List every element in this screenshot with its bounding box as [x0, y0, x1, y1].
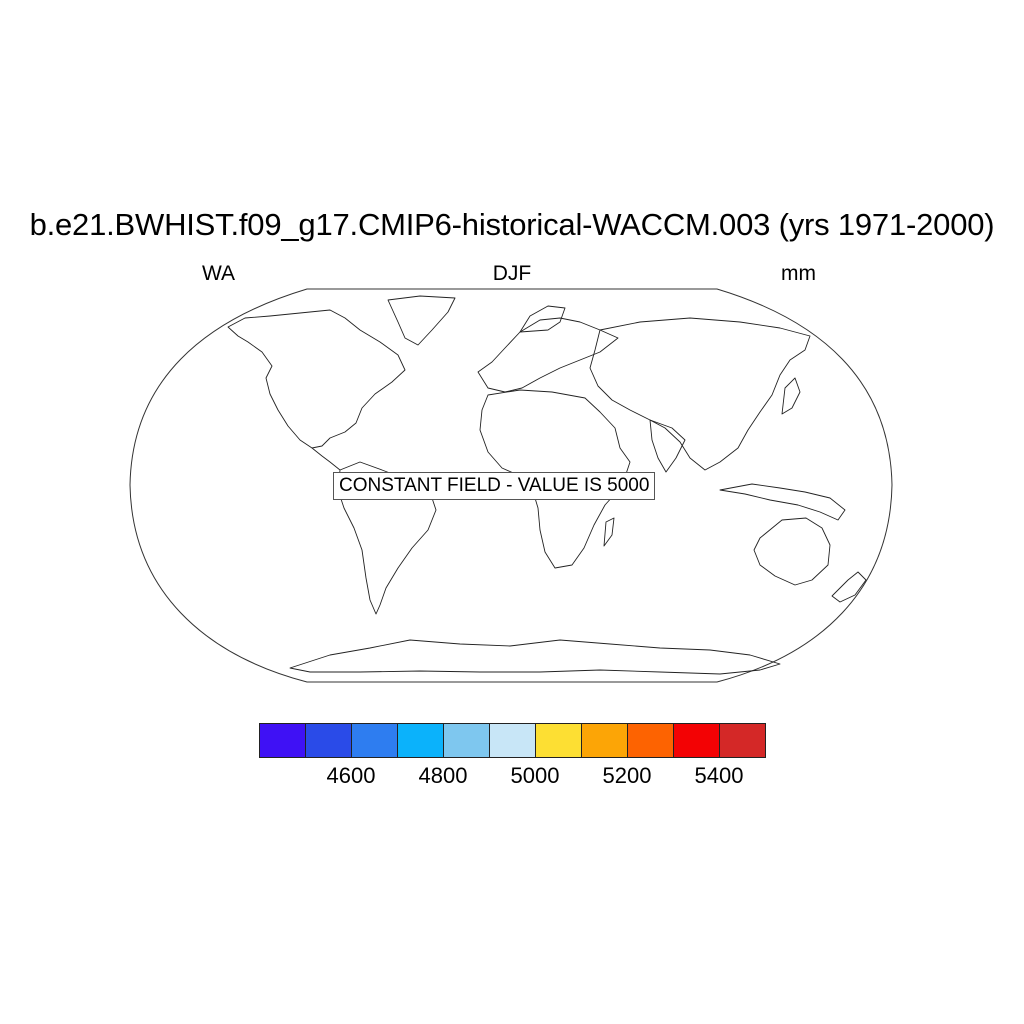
units-label: mm: [781, 262, 816, 285]
colorbar: [259, 723, 766, 758]
map-outline: [129, 288, 893, 683]
antarctica: [289, 639, 781, 675]
central-america: [311, 447, 341, 471]
colorbar-swatch: [444, 724, 490, 757]
constant-field-notice: CONSTANT FIELD - VALUE IS 5000: [333, 472, 656, 500]
scandinavia: [519, 305, 566, 333]
colorbar-tick-label: 5200: [602, 763, 652, 788]
india: [649, 419, 686, 473]
new-zealand: [831, 571, 867, 603]
colorbar-tick-label: 5400: [694, 763, 744, 788]
europe: [477, 317, 619, 393]
colorbar-swatch: [628, 724, 674, 757]
left-label: WA: [202, 262, 236, 285]
plot-title: b.e21.BWHIST.f09_g17.CMIP6-historical-WA…: [29, 207, 995, 242]
north-america: [227, 309, 406, 449]
colorbar-swatch: [674, 724, 720, 757]
colorbar-swatch: [398, 724, 444, 757]
indonesia: [719, 483, 846, 521]
japan: [781, 377, 801, 415]
colorbar-swatch: [582, 724, 628, 757]
madagascar: [603, 517, 615, 547]
colorbar-swatch: [352, 724, 398, 757]
asia: [589, 317, 811, 471]
colorbar-tick-label: 4600: [326, 763, 376, 788]
center-label: DJF: [492, 262, 532, 285]
africa: [479, 389, 631, 569]
colorbar-tick-label: 5000: [510, 763, 560, 788]
colorbar-swatch: [306, 724, 352, 757]
greenland: [387, 295, 456, 346]
colorbar-swatch: [536, 724, 582, 757]
colorbar-tick-label: 4800: [418, 763, 468, 788]
australia: [753, 517, 831, 586]
colorbar-swatch: [260, 724, 306, 757]
colorbar-swatch: [720, 724, 765, 757]
colorbar-swatch: [490, 724, 536, 757]
